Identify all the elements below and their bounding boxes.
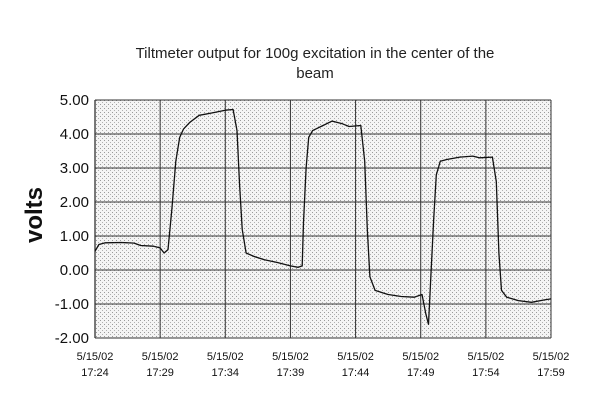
y-tick-label: 1.00	[60, 228, 89, 245]
chart-title-line-2: beam	[296, 65, 334, 82]
y-tick-label: 2.00	[60, 194, 89, 211]
y-axis-label: volts	[21, 187, 48, 243]
x-tick-time: 17:29	[146, 367, 174, 379]
x-tick-date: 5/15/02	[533, 351, 570, 363]
x-tick-time: 17:44	[342, 367, 370, 379]
x-tick-time: 17:39	[277, 367, 305, 379]
y-tick-label: -1.00	[55, 296, 89, 313]
x-tick-time: 17:59	[537, 367, 565, 379]
y-tick-label: 4.00	[60, 126, 89, 143]
x-tick-time: 17:49	[407, 367, 435, 379]
x-tick-time: 17:34	[212, 367, 240, 379]
y-tick-label: 0.00	[60, 262, 89, 279]
x-tick-date: 5/15/02	[272, 351, 309, 363]
x-tick-date: 5/15/02	[77, 351, 114, 363]
x-tick-date: 5/15/02	[337, 351, 374, 363]
x-tick-time: 17:24	[81, 367, 109, 379]
x-tick-date: 5/15/02	[142, 351, 179, 363]
y-tick-labels: -2.00 -1.00 0.00 1.00 2.00 3.00 4.00 5.00	[55, 92, 89, 347]
x-tick-date: 5/15/02	[402, 351, 439, 363]
chart-title-line-1: Tiltmeter output for 100g excitation in …	[136, 45, 495, 62]
plot-area	[95, 100, 551, 338]
y-tick-label: -2.00	[55, 330, 89, 347]
y-tick-label: 3.00	[60, 160, 89, 177]
y-tick-label: 5.00	[60, 92, 89, 109]
x-tick-date: 5/15/02	[468, 351, 505, 363]
x-tick-time: 17:54	[472, 367, 500, 379]
x-tick-date: 5/15/02	[207, 351, 244, 363]
x-tick-labels: 5/15/02 17:24 5/15/02 17:29 5/15/02 17:34 5/15…	[77, 351, 570, 379]
